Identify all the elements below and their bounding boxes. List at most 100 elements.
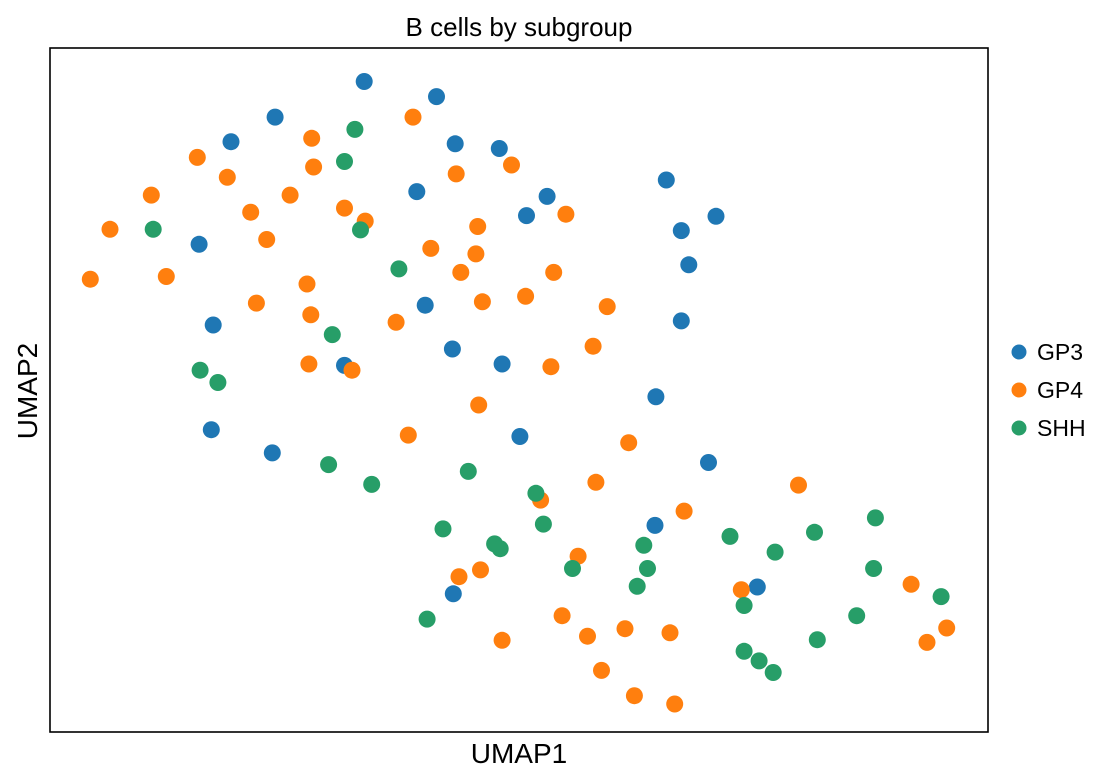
data-point-gp3-10 xyxy=(707,207,725,225)
data-point-gp3-16 xyxy=(672,312,690,330)
data-point-shh-13 xyxy=(434,520,452,538)
data-point-shh-12 xyxy=(534,515,552,533)
data-point-gp4-37 xyxy=(790,476,807,494)
data-point-shh-17 xyxy=(721,527,739,545)
data-point-gp3-23 xyxy=(263,444,281,462)
data-point-gp3-2 xyxy=(266,108,284,126)
data-point-shh-31 xyxy=(750,652,768,670)
data-point-gp4-3 xyxy=(305,158,323,176)
data-point-gp4-4 xyxy=(503,156,520,174)
data-point-gp4-26 xyxy=(598,298,616,316)
data-point-shh-6 xyxy=(191,361,209,379)
data-point-gp4-39 xyxy=(675,502,693,520)
data-point-gp4-21 xyxy=(545,263,563,281)
data-point-shh-29 xyxy=(808,631,826,649)
data-point-gp4-11 xyxy=(557,205,575,223)
data-point-gp4-14 xyxy=(469,218,487,235)
data-point-gp3-9 xyxy=(518,207,535,225)
legend-marker-gp4 xyxy=(1011,382,1027,398)
data-point-shh-30 xyxy=(735,642,753,660)
data-point-gp3-13 xyxy=(680,256,698,274)
data-point-gp4-16 xyxy=(422,239,440,257)
data-point-shh-20 xyxy=(766,543,784,561)
data-point-gp3-15 xyxy=(204,316,222,334)
data-point-gp4-36 xyxy=(587,473,605,491)
data-point-shh-4 xyxy=(390,260,408,278)
plot-area xyxy=(81,73,956,713)
data-point-gp4-31 xyxy=(343,361,361,379)
data-point-gp4-8 xyxy=(281,186,299,204)
legend-label-gp3: GP3 xyxy=(1037,339,1083,365)
data-point-gp3-11 xyxy=(672,222,690,240)
data-point-shh-15 xyxy=(491,540,509,558)
data-point-gp3-0 xyxy=(355,73,373,90)
data-point-gp4-48 xyxy=(661,624,679,642)
data-point-shh-0 xyxy=(346,120,364,138)
data-point-gp4-43 xyxy=(732,581,750,599)
data-point-gp4-10 xyxy=(242,203,260,221)
data-point-gp4-49 xyxy=(938,619,956,637)
data-point-gp3-26 xyxy=(748,578,766,596)
data-point-gp4-30 xyxy=(300,355,318,373)
data-point-gp3-5 xyxy=(490,140,508,157)
data-point-shh-19 xyxy=(866,509,884,527)
data-point-shh-11 xyxy=(527,484,545,502)
data-point-gp4-29 xyxy=(584,337,602,355)
data-point-gp3-22 xyxy=(511,428,529,445)
data-point-gp4-52 xyxy=(593,661,610,679)
data-point-gp4-19 xyxy=(157,268,175,285)
legend: GP3 GP4 SHH xyxy=(1011,339,1086,441)
data-point-shh-21 xyxy=(564,560,581,577)
data-point-gp4-35 xyxy=(620,434,638,452)
data-point-gp4-13 xyxy=(101,220,119,238)
data-point-gp4-2 xyxy=(188,148,206,166)
data-point-shh-25 xyxy=(735,597,753,614)
data-point-gp3-3 xyxy=(222,133,240,151)
data-point-shh-10 xyxy=(459,462,477,480)
data-point-gp4-47 xyxy=(579,627,596,645)
data-point-gp3-25 xyxy=(646,516,664,534)
plot-frame xyxy=(49,47,989,733)
x-axis-label: UMAP1 xyxy=(471,738,567,769)
data-point-gp4-9 xyxy=(336,199,353,217)
legend-label-shh: SHH xyxy=(1037,415,1086,441)
data-point-gp4-34 xyxy=(399,426,417,444)
data-point-gp4-18 xyxy=(81,270,99,288)
data-point-shh-8 xyxy=(320,456,338,474)
data-point-gp4-15 xyxy=(258,231,276,248)
legend-marker-shh xyxy=(1011,420,1027,436)
legend-marker-gp3 xyxy=(1011,344,1027,360)
data-point-shh-22 xyxy=(639,560,656,577)
data-point-shh-32 xyxy=(764,664,782,681)
data-point-shh-27 xyxy=(848,607,866,625)
data-point-gp3-19 xyxy=(493,355,511,373)
data-point-gp4-44 xyxy=(902,575,920,593)
data-point-shh-5 xyxy=(323,326,341,344)
data-point-gp3-6 xyxy=(657,171,675,189)
data-point-shh-7 xyxy=(209,374,227,391)
data-point-gp4-7 xyxy=(142,186,160,204)
data-point-gp4-6 xyxy=(447,165,465,183)
data-point-gp3-7 xyxy=(408,183,426,201)
y-axis-label: UMAP2 xyxy=(12,343,43,439)
data-point-gp3-17 xyxy=(443,340,461,358)
data-point-gp4-17 xyxy=(467,245,485,263)
data-point-gp3-8 xyxy=(538,187,556,205)
data-point-gp3-27 xyxy=(444,585,462,603)
data-point-gp3-14 xyxy=(416,296,434,314)
data-point-gp4-46 xyxy=(616,620,634,638)
data-point-gp4-24 xyxy=(247,294,265,312)
data-point-gp4-0 xyxy=(404,108,422,126)
data-point-gp3-1 xyxy=(428,88,445,106)
data-point-gp4-45 xyxy=(553,607,571,625)
data-point-gp4-28 xyxy=(387,313,405,331)
data-point-gp3-12 xyxy=(190,235,208,253)
data-point-gp4-53 xyxy=(625,687,643,705)
data-point-gp4-50 xyxy=(493,631,511,649)
data-point-shh-24 xyxy=(865,560,883,577)
data-point-gp4-41 xyxy=(450,568,468,586)
data-point-gp4-22 xyxy=(298,275,316,293)
legend-label-gp4: GP4 xyxy=(1037,377,1083,403)
data-point-shh-18 xyxy=(806,523,823,541)
